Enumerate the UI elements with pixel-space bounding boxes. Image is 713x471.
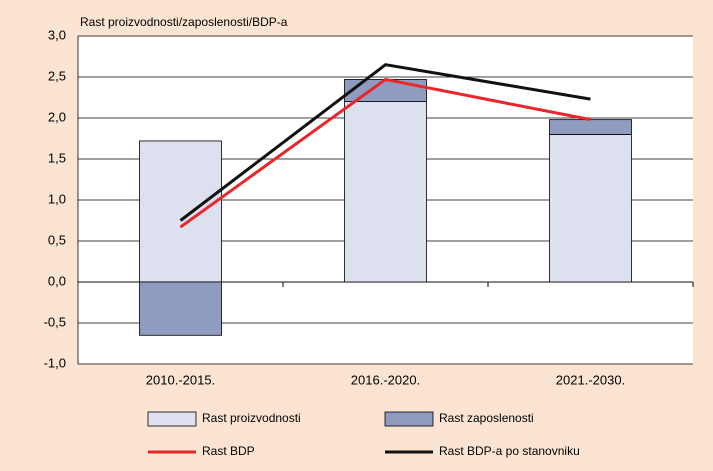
legend-label: Rast BDP-a po stanovniku [439, 444, 580, 458]
y-tick-label: -0,5 [44, 314, 66, 329]
bar [549, 133, 632, 283]
legend-label: Rast zaposlenosti [439, 411, 534, 425]
bar [344, 101, 427, 283]
legend-swatch [147, 411, 197, 427]
y-tick-label: 2,0 [48, 109, 66, 124]
y-tick-label: 2,5 [48, 68, 66, 83]
y-tick-label: 0,0 [48, 273, 66, 288]
x-tick-label: 2016.-2020. [351, 372, 420, 387]
y-tick-label: 3,0 [48, 27, 66, 42]
y-axis-label: Rast proizvodnosti/zaposlenosti/BDP-a [80, 15, 288, 29]
bar [139, 281, 222, 336]
y-tick-label: 1,0 [48, 191, 66, 206]
x-tick-label: 2010.-2015. [146, 372, 215, 387]
y-tick-label: 0,5 [48, 232, 66, 247]
y-tick-label: -1,0 [44, 355, 66, 370]
legend-label: Rast proizvodnosti [202, 411, 301, 425]
y-tick-label: 1,5 [48, 150, 66, 165]
bar [139, 140, 222, 283]
x-tick-label: 2021.-2030. [556, 372, 625, 387]
line [179, 63, 591, 222]
legend-label: Rast BDP [202, 444, 255, 458]
line [179, 77, 591, 229]
bar [549, 119, 632, 135]
legend-swatch [384, 411, 434, 427]
